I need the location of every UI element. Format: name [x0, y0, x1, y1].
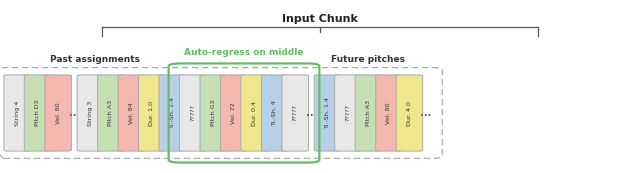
Text: Pitch D3: Pitch D3: [35, 100, 40, 126]
FancyBboxPatch shape: [241, 75, 268, 151]
Text: ...: ...: [306, 108, 317, 118]
Text: Dur. 1.0: Dur. 1.0: [149, 101, 154, 126]
Text: ...: ...: [68, 108, 80, 118]
FancyBboxPatch shape: [45, 75, 71, 151]
FancyBboxPatch shape: [77, 75, 104, 151]
FancyBboxPatch shape: [97, 75, 124, 151]
Text: Future pitches: Future pitches: [332, 55, 406, 64]
Text: Pitch A3: Pitch A3: [108, 100, 113, 126]
Text: ...: ...: [420, 108, 431, 118]
FancyBboxPatch shape: [118, 75, 145, 151]
Text: ?????: ?????: [292, 104, 298, 121]
FancyBboxPatch shape: [335, 75, 362, 151]
FancyBboxPatch shape: [262, 75, 288, 151]
FancyBboxPatch shape: [24, 75, 51, 151]
FancyBboxPatch shape: [282, 75, 308, 151]
Text: Ti.-Sh. 1.4: Ti.-Sh. 1.4: [170, 97, 175, 129]
Text: Ti.-Sh. 1.4: Ti.-Sh. 1.4: [325, 97, 330, 129]
FancyBboxPatch shape: [159, 75, 186, 151]
Text: Input Chunk: Input Chunk: [282, 15, 358, 25]
Text: Vel. 80: Vel. 80: [387, 102, 392, 124]
Text: Pitch G3: Pitch G3: [211, 100, 216, 126]
Text: Vel. 72: Vel. 72: [231, 102, 236, 124]
Text: Past assignments: Past assignments: [50, 55, 140, 64]
Text: Dur. 4.0: Dur. 4.0: [407, 101, 412, 125]
Text: Ti.-Sh. 4: Ti.-Sh. 4: [272, 100, 277, 126]
Text: Vel. 80: Vel. 80: [56, 102, 61, 124]
FancyBboxPatch shape: [376, 75, 403, 151]
FancyBboxPatch shape: [4, 75, 30, 151]
FancyBboxPatch shape: [396, 75, 423, 151]
FancyBboxPatch shape: [139, 75, 165, 151]
Text: Pitch A3: Pitch A3: [366, 100, 371, 126]
Text: ?????: ?????: [190, 104, 195, 121]
Text: String 4: String 4: [15, 100, 20, 126]
Text: Dur. 0.4: Dur. 0.4: [252, 101, 257, 125]
Text: ?????: ?????: [346, 104, 351, 121]
FancyBboxPatch shape: [179, 75, 206, 151]
Text: String 3: String 3: [88, 100, 93, 126]
FancyBboxPatch shape: [220, 75, 247, 151]
FancyBboxPatch shape: [355, 75, 382, 151]
Text: Vel. 84: Vel. 84: [129, 102, 134, 124]
FancyBboxPatch shape: [314, 75, 341, 151]
Text: Auto-regress on middle: Auto-regress on middle: [184, 48, 304, 57]
FancyBboxPatch shape: [200, 75, 227, 151]
